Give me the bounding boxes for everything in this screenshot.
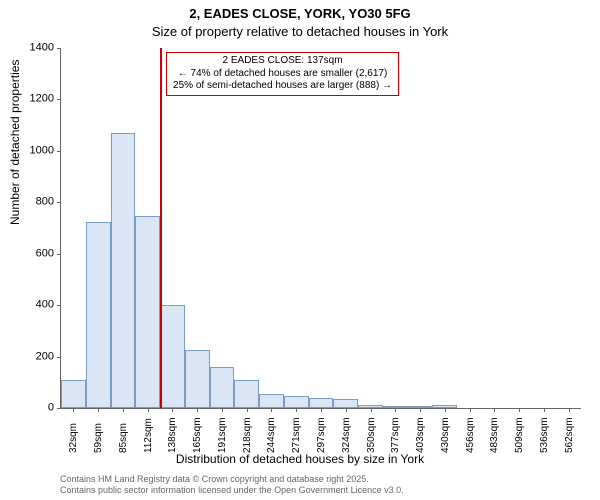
- x-tick-mark: [123, 408, 124, 412]
- x-tick-mark: [395, 408, 396, 412]
- x-tick-label: 483sqm: [489, 417, 500, 453]
- y-tick-mark: [57, 99, 61, 100]
- histogram-bar: [284, 396, 309, 408]
- y-tick-mark: [57, 254, 61, 255]
- y-tick-mark: [57, 357, 61, 358]
- x-tick-label: 350sqm: [366, 417, 377, 453]
- x-tick-label: 562sqm: [564, 417, 575, 453]
- y-tick-label: 1400: [14, 43, 54, 54]
- x-tick-mark: [222, 408, 223, 412]
- histogram-bar: [160, 305, 185, 408]
- y-tick-label: 1200: [14, 94, 54, 105]
- x-tick-label: 138sqm: [167, 417, 178, 453]
- x-tick-label: 456sqm: [465, 417, 476, 453]
- x-tick-label: 536sqm: [539, 417, 550, 453]
- x-tick-mark: [445, 408, 446, 412]
- histogram-bar: [135, 216, 160, 408]
- x-tick-label: 509sqm: [514, 417, 525, 453]
- x-tick-mark: [371, 408, 372, 412]
- x-tick-label: 324sqm: [341, 417, 352, 453]
- x-tick-mark: [470, 408, 471, 412]
- histogram-bar: [86, 222, 111, 408]
- x-tick-mark: [544, 408, 545, 412]
- y-tick-label: 800: [14, 197, 54, 208]
- y-tick-mark: [57, 408, 61, 409]
- y-tick-label: 200: [14, 351, 54, 362]
- x-tick-mark: [197, 408, 198, 412]
- x-tick-mark: [73, 408, 74, 412]
- x-tick-label: 297sqm: [316, 417, 327, 453]
- histogram-bar: [259, 394, 284, 408]
- annotation-line: ← 74% of detached houses are smaller (2,…: [173, 68, 392, 81]
- x-tick-mark: [420, 408, 421, 412]
- reference-line: [160, 48, 162, 408]
- footnote: Contains HM Land Registry data © Crown c…: [60, 474, 404, 497]
- x-tick-label: 430sqm: [440, 417, 451, 453]
- x-tick-label: 191sqm: [217, 417, 228, 453]
- chart-title-line2: Size of property relative to detached ho…: [0, 24, 600, 39]
- x-tick-label: 403sqm: [415, 417, 426, 453]
- x-tick-mark: [98, 408, 99, 412]
- x-tick-label: 165sqm: [192, 417, 203, 453]
- x-tick-mark: [519, 408, 520, 412]
- x-tick-label: 271sqm: [291, 417, 302, 453]
- x-axis-label: Distribution of detached houses by size …: [0, 452, 600, 466]
- x-tick-mark: [247, 408, 248, 412]
- annotation-box: 2 EADES CLOSE: 137sqm← 74% of detached h…: [166, 52, 399, 96]
- x-tick-mark: [569, 408, 570, 412]
- x-tick-label: 85sqm: [118, 423, 129, 453]
- x-tick-mark: [172, 408, 173, 412]
- y-tick-mark: [57, 202, 61, 203]
- x-tick-mark: [346, 408, 347, 412]
- y-tick-label: 1000: [14, 145, 54, 156]
- annotation-line: 2 EADES CLOSE: 137sqm: [173, 55, 392, 68]
- y-tick-label: 400: [14, 300, 54, 311]
- x-tick-mark: [296, 408, 297, 412]
- x-tick-label: 218sqm: [242, 417, 253, 453]
- chart-title-line1: 2, EADES CLOSE, YORK, YO30 5FG: [0, 6, 600, 21]
- histogram-bar: [111, 133, 136, 408]
- y-tick-label: 0: [14, 403, 54, 414]
- plot-area: 2 EADES CLOSE: 137sqm← 74% of detached h…: [60, 48, 581, 409]
- x-tick-mark: [148, 408, 149, 412]
- x-tick-label: 377sqm: [390, 417, 401, 453]
- x-tick-label: 244sqm: [266, 417, 277, 453]
- footnote-line2: Contains public sector information licen…: [60, 485, 404, 496]
- x-tick-label: 112sqm: [143, 418, 154, 453]
- histogram-bar: [309, 398, 334, 408]
- y-tick-label: 600: [14, 248, 54, 259]
- histogram-bar: [333, 399, 358, 408]
- x-tick-mark: [271, 408, 272, 412]
- y-tick-mark: [57, 48, 61, 49]
- y-tick-mark: [57, 151, 61, 152]
- x-tick-label: 59sqm: [93, 423, 104, 453]
- y-tick-mark: [57, 305, 61, 306]
- histogram-bar: [234, 380, 259, 408]
- histogram-bar: [210, 367, 235, 408]
- x-tick-mark: [494, 408, 495, 412]
- x-tick-mark: [321, 408, 322, 412]
- annotation-line: 25% of semi-detached houses are larger (…: [173, 80, 392, 93]
- chart-container: 2, EADES CLOSE, YORK, YO30 5FG Size of p…: [0, 0, 600, 500]
- x-tick-label: 32sqm: [68, 423, 79, 453]
- footnote-line1: Contains HM Land Registry data © Crown c…: [60, 474, 404, 485]
- histogram-bar: [61, 380, 86, 408]
- histogram-bar: [185, 350, 210, 408]
